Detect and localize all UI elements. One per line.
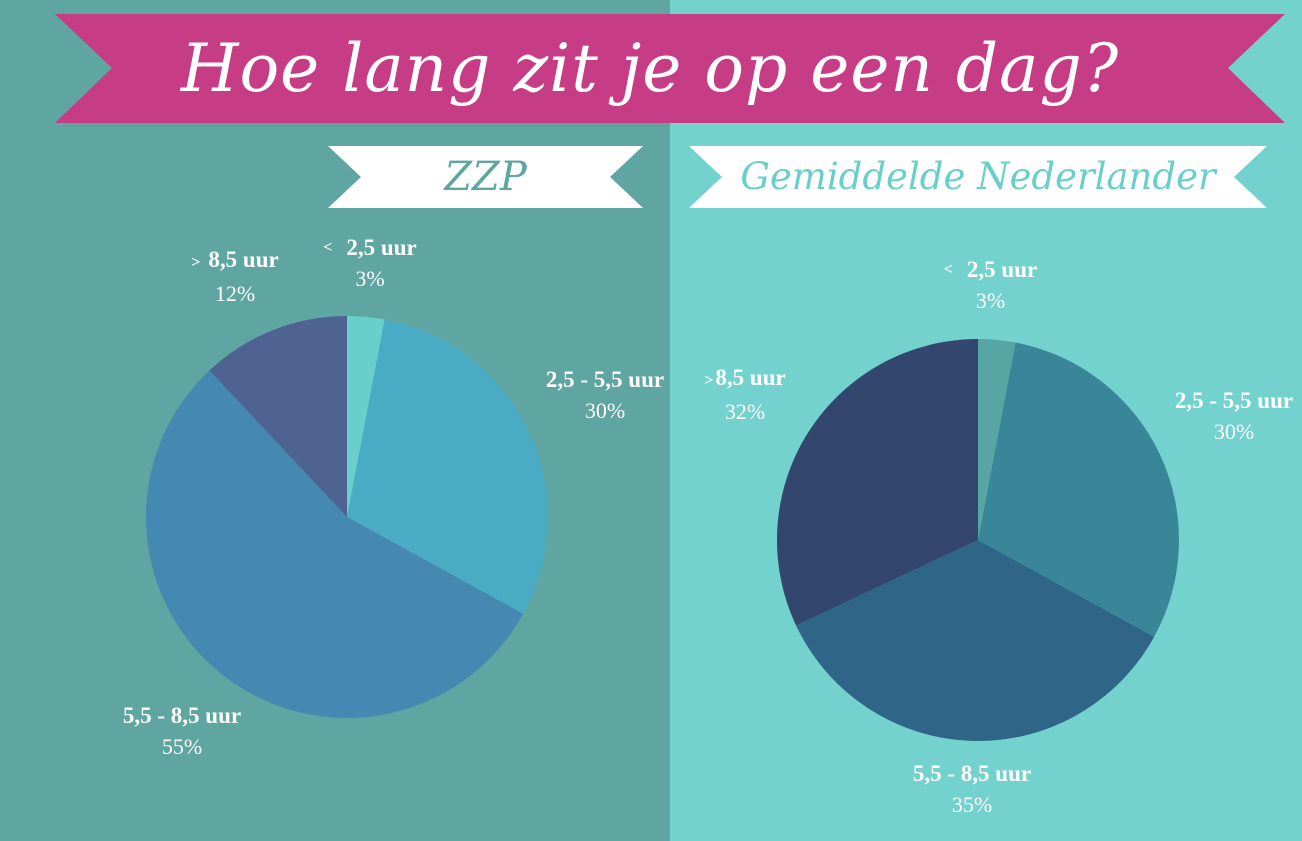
nl-label-gt85: >8,5 uur 32% — [704, 365, 786, 424]
zzp-label-gt85: >8,5 uur 12% — [191, 247, 279, 306]
nl-pie-slice-0 — [978, 339, 1016, 540]
title-ribbon — [55, 14, 1285, 123]
nl-ribbon — [689, 146, 1267, 208]
zzp-pie-chart — [145, 316, 549, 719]
zzp-pie-slice-2 — [145, 370, 524, 719]
zzp-label-lt25: <2,5 uur 3% — [323, 235, 417, 291]
nl-chart-title: Gemiddelde Nederlander — [740, 155, 1216, 198]
nl-label-55-85: 5,5 - 8,5 uur 35% — [912, 761, 1032, 817]
nl-label-lt25: <2,5 uur 3% — [943, 257, 1038, 313]
nl-pie-slice-2 — [796, 540, 1155, 742]
nl-pie-chart — [777, 339, 1180, 742]
zzp-pie-slice-0 — [347, 316, 385, 517]
zzp-chart-title: ZZP — [444, 154, 527, 200]
nl-pie-slice-3 — [777, 339, 979, 626]
zzp-label-25-55: 2,5 - 5,5 uur 30% — [545, 367, 665, 423]
zzp-pie-slice-1 — [347, 319, 549, 614]
zzp-pie-slice-3 — [209, 316, 347, 517]
nl-label-25-55: 2,5 - 5,5 uur 30% — [1174, 388, 1294, 444]
zzp-label-55-85: 5,5 - 8,5 uur 55% — [122, 703, 242, 759]
nl-pie-slice-1 — [978, 342, 1180, 637]
page-title: Hoe lang zit je op een dag? — [180, 30, 1120, 107]
zzp-ribbon — [328, 146, 643, 208]
